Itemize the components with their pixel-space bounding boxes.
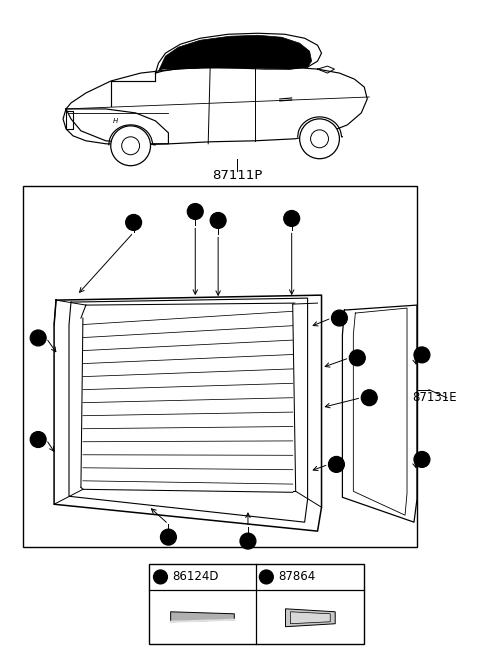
Text: 87864: 87864 bbox=[278, 571, 315, 584]
Circle shape bbox=[311, 130, 328, 148]
Circle shape bbox=[160, 529, 176, 545]
Text: a: a bbox=[245, 536, 251, 546]
Text: b: b bbox=[263, 572, 270, 582]
Circle shape bbox=[414, 451, 430, 468]
Text: a: a bbox=[35, 434, 41, 445]
Circle shape bbox=[349, 350, 365, 366]
Text: 87111P: 87111P bbox=[212, 169, 262, 182]
Bar bbox=[148, 564, 364, 644]
Text: 87131E: 87131E bbox=[412, 391, 457, 404]
Circle shape bbox=[210, 212, 226, 229]
Circle shape bbox=[122, 137, 140, 155]
Text: b: b bbox=[354, 353, 360, 363]
Text: a: a bbox=[419, 350, 425, 360]
Text: a: a bbox=[131, 217, 137, 227]
Circle shape bbox=[300, 119, 339, 159]
Circle shape bbox=[361, 390, 377, 405]
Circle shape bbox=[30, 432, 46, 447]
Text: a: a bbox=[288, 214, 295, 223]
Polygon shape bbox=[286, 608, 335, 627]
Text: a: a bbox=[165, 532, 172, 542]
Circle shape bbox=[30, 330, 46, 346]
Circle shape bbox=[414, 347, 430, 363]
Circle shape bbox=[111, 126, 151, 166]
Text: b: b bbox=[215, 215, 221, 225]
Text: a: a bbox=[35, 333, 41, 343]
Circle shape bbox=[240, 533, 256, 549]
Polygon shape bbox=[158, 35, 312, 71]
Bar bbox=[23, 185, 417, 547]
Text: a: a bbox=[157, 572, 164, 582]
Text: 86124D: 86124D bbox=[172, 571, 219, 584]
Circle shape bbox=[187, 204, 203, 219]
Circle shape bbox=[284, 210, 300, 227]
Circle shape bbox=[332, 310, 348, 326]
Circle shape bbox=[259, 570, 273, 584]
Text: a: a bbox=[333, 459, 340, 470]
Text: a: a bbox=[419, 455, 425, 464]
Text: a: a bbox=[336, 313, 343, 323]
Circle shape bbox=[328, 457, 344, 472]
Text: a: a bbox=[192, 206, 198, 217]
Polygon shape bbox=[171, 612, 234, 622]
Circle shape bbox=[126, 214, 142, 231]
Text: a: a bbox=[366, 393, 372, 403]
Text: H: H bbox=[113, 118, 119, 124]
Polygon shape bbox=[290, 612, 330, 624]
Circle shape bbox=[154, 570, 168, 584]
